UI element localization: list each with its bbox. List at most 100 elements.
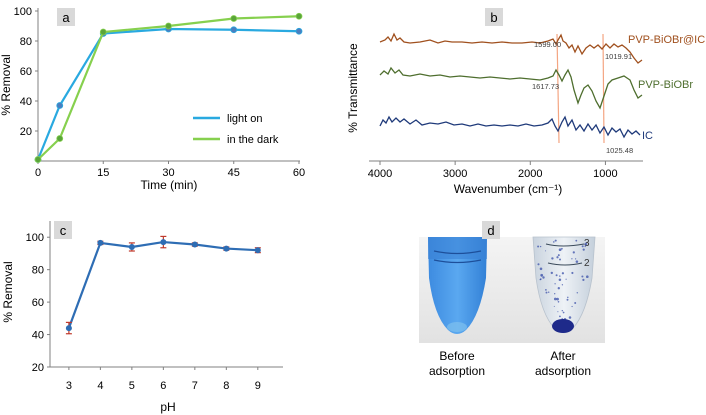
panel-a-series-line-0 [36,27,300,160]
panel-c-series-point [128,243,135,250]
panel-a-series-point [56,135,64,142]
particle-speck [539,267,543,271]
particle-speck [539,278,542,280]
particle-speck [556,297,559,301]
particle-speck [557,300,560,303]
peak-annotation-1019: 1019.91 [605,52,632,61]
particle-speck [554,293,556,295]
chart-panel-a: a 20 40 60 80 100 0 15 30 45 60 light on in the d… [0,6,305,192]
particle-speck [545,289,547,291]
panel-b-xtick-label: 1000 [593,168,617,180]
caption-before-line2: adsorption [429,364,485,378]
panel-a-series-point [99,28,107,36]
particle-speck [559,258,561,261]
panel-a-badge [57,8,75,26]
panel-c-xlabel: pH [160,400,175,414]
panel-a-series-point [230,26,238,34]
panel-a-letter: a [62,10,70,25]
panel-c-ytick-label: 20 [32,362,44,374]
particle-speck [581,245,584,248]
after-tube-particles [537,239,589,321]
panel-c-xtick-label: 5 [129,380,135,392]
panel-a-xlabel: Time (min) [141,178,198,192]
panel-c-series-point [223,245,230,252]
particle-speck [545,250,547,252]
panel-a-legend-label: in the dark [227,134,279,146]
peak-annotation-1025: 1025.48 [606,146,633,155]
after-tube-mark-2 [547,262,583,266]
panel-a-legend-label: light on [227,113,262,125]
particle-speck [552,241,555,243]
panel-c-series-point [97,239,104,246]
panel-d-letter: d [487,223,494,238]
panel-a-xtick-label: 0 [35,167,41,179]
photo-panel-d: 3 2 d Before adsorption After adsorption [419,221,605,378]
particle-speck [558,248,562,252]
panel-a-ytick-label: 100 [14,6,32,18]
particle-speck [586,275,589,279]
panel-c-xtick-label: 7 [192,380,198,392]
particle-speck [551,257,554,260]
panel-a-series-point [295,12,303,20]
particle-speck [561,309,564,312]
after-tube-mark-3 [545,243,585,247]
particle-speck [557,287,560,290]
panel-b-ylabel: % Transmittance [346,43,360,133]
panel-c-series-point [65,325,72,332]
particle-speck [555,274,558,277]
panel-a-xtick-label: 15 [97,167,109,179]
spectrum-pvp-biobr [379,66,643,110]
particle-speck [539,245,542,248]
panel-c-ytick-label: 100 [26,232,44,244]
peak-annotation-1599: 1599.00 [534,40,561,49]
panel-c-ytick-label: 80 [32,265,44,277]
particle-speck [581,275,584,278]
series-label-ic: IC [642,130,653,142]
panel-c-series-point [254,247,261,254]
particle-speck [556,256,559,259]
panel-a-ytick-label: 60 [20,66,32,78]
panel-c-ytick-label: 60 [32,297,44,309]
particle-speck [575,260,579,263]
particle-speck [561,272,565,275]
panel-c-ytick-label: 40 [32,330,44,342]
panel-d-badge [482,221,500,239]
after-tube-label-2: 2 [584,258,590,269]
particle-speck [562,311,565,314]
particle-speck [554,239,557,242]
panel-c-series-point [191,241,198,248]
before-tube-tip [447,322,467,332]
particle-speck [559,275,561,277]
panel-c-ylabel: % Removal [1,261,15,322]
particle-speck [582,278,585,282]
panel-a-xtick-label: 45 [228,167,240,179]
panel-b-letter: b [490,10,497,25]
panel-c-xtick-label: 3 [66,380,72,392]
panel-c-xtick-label: 4 [97,380,103,392]
particle-speck [574,258,577,260]
spectrum-pvp-biobr-ic [379,32,643,64]
particle-speck [574,302,577,304]
particle-speck [582,248,585,251]
panel-b-xtick-label: 2000 [518,168,542,180]
caption-after-line1: After [550,349,575,363]
panel-a-ytick-label: 20 [20,126,32,138]
particle-speck [571,305,573,308]
particle-speck [559,315,561,318]
particle-speck [554,283,556,285]
particle-speck [550,271,553,275]
panel-a-ytick-label: 80 [20,36,32,48]
before-tube-cap [428,237,487,259]
particle-speck [540,273,544,277]
panel-a-series-point [56,102,64,109]
particle-speck [568,316,572,319]
series-label-pvp-biobr-ic: PVP-BiOBr@IC [628,34,705,46]
chart-panel-b: b 4000 3000 2000 1000 1599.00 1019.91 1617.… [346,8,705,196]
panel-a-xtick-label: 30 [162,167,174,179]
panel-b-badge [485,8,503,26]
panel-c-series-line [67,240,258,329]
particle-speck [561,284,564,286]
panel-a-series-point [230,15,238,22]
spectrum-ic [379,115,641,139]
